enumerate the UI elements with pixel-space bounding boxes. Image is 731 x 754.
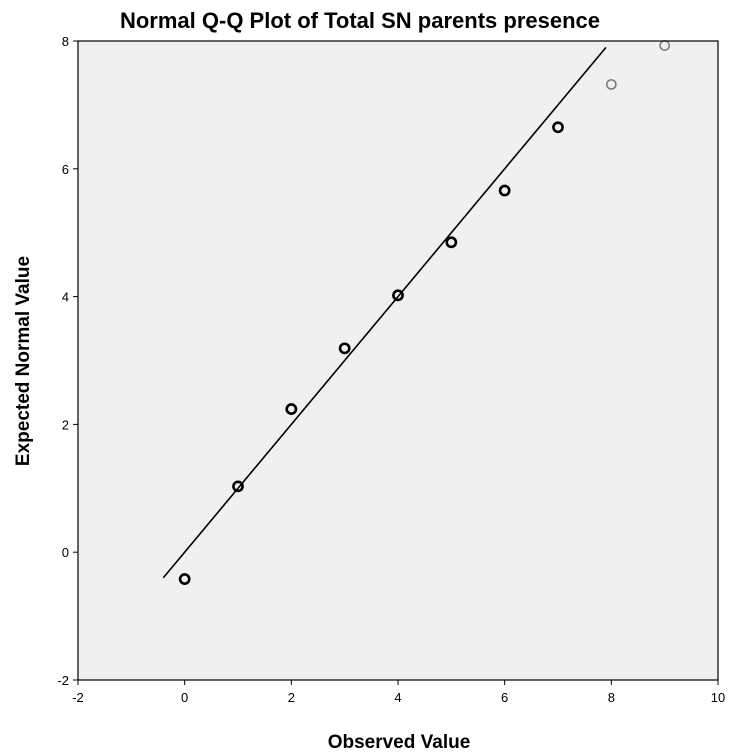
x-tick-label: 10 [711,690,725,705]
data-point [445,236,458,249]
y-tick-label: 8 [62,34,69,49]
y-tick-label: 0 [62,545,69,560]
x-tick-label: 8 [608,690,615,705]
x-tick-label: 4 [394,690,401,705]
data-point [178,573,191,585]
reference-line [162,46,607,579]
data-point [392,289,404,302]
data-point [498,184,511,197]
y-tick-label: 2 [62,417,69,432]
x-tick-label: 2 [288,690,295,705]
x-tick-label: 6 [501,690,508,705]
data-point [338,342,351,355]
y-tick-label: -2 [57,673,69,688]
data-point [605,79,617,90]
data-point [285,403,298,415]
plot-background [78,41,718,680]
y-axis-label: Expected Normal Value [13,256,34,466]
plot-frame [77,40,719,681]
x-tick-label: 0 [181,690,188,705]
chart-title: Normal Q-Q Plot of Total SN parents pres… [120,8,600,33]
data-point [232,480,244,493]
plot-area: -2 0 2 4 6 8 10 -2 0 2 4 6 8 [57,34,725,705]
x-axis-label: Observed Value [328,732,471,753]
y-tick-label: 4 [62,290,69,305]
y-tick-label: 6 [62,162,69,177]
data-point [552,121,564,134]
x-tick-label: -2 [72,690,84,705]
